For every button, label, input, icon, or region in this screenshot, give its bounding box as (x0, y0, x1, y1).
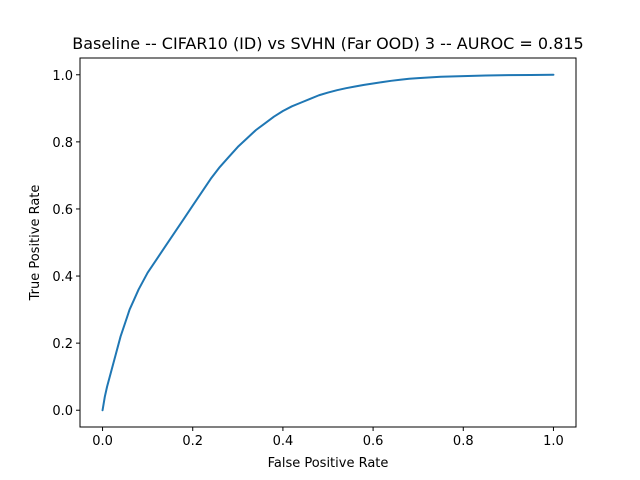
x-tick-label: 0.6 (363, 434, 384, 449)
roc-curve-line (101, 73, 555, 412)
series-layer (101, 73, 555, 412)
x-tick-label: 1.0 (543, 434, 564, 449)
y-tick-label: 1.0 (52, 69, 73, 84)
y-tick-label: 0.8 (52, 136, 73, 151)
y-tick-label: 0.0 (52, 404, 73, 419)
x-tick-label: 0.0 (92, 434, 113, 449)
y-axis-label: True Positive Rate (28, 185, 43, 302)
chart-title: Baseline -- CIFAR10 (ID) vs SVHN (Far OO… (72, 34, 583, 53)
ticks-layer: 0.0 0.2 0.4 0.6 0.8 1.0 0.0 0.2 0.4 0.6 0.8 1.0 (52, 69, 563, 449)
axes-frame (79, 57, 577, 428)
y-tick-label: 0.2 (52, 337, 73, 352)
y-tick-label: 0.6 (52, 203, 73, 218)
x-tick-label: 0.4 (273, 434, 294, 449)
x-tick-label: 0.2 (182, 434, 203, 449)
x-tick-label: 0.8 (453, 434, 474, 449)
x-axis-label: False Positive Rate (268, 456, 389, 471)
y-tick-label: 0.4 (52, 270, 73, 285)
